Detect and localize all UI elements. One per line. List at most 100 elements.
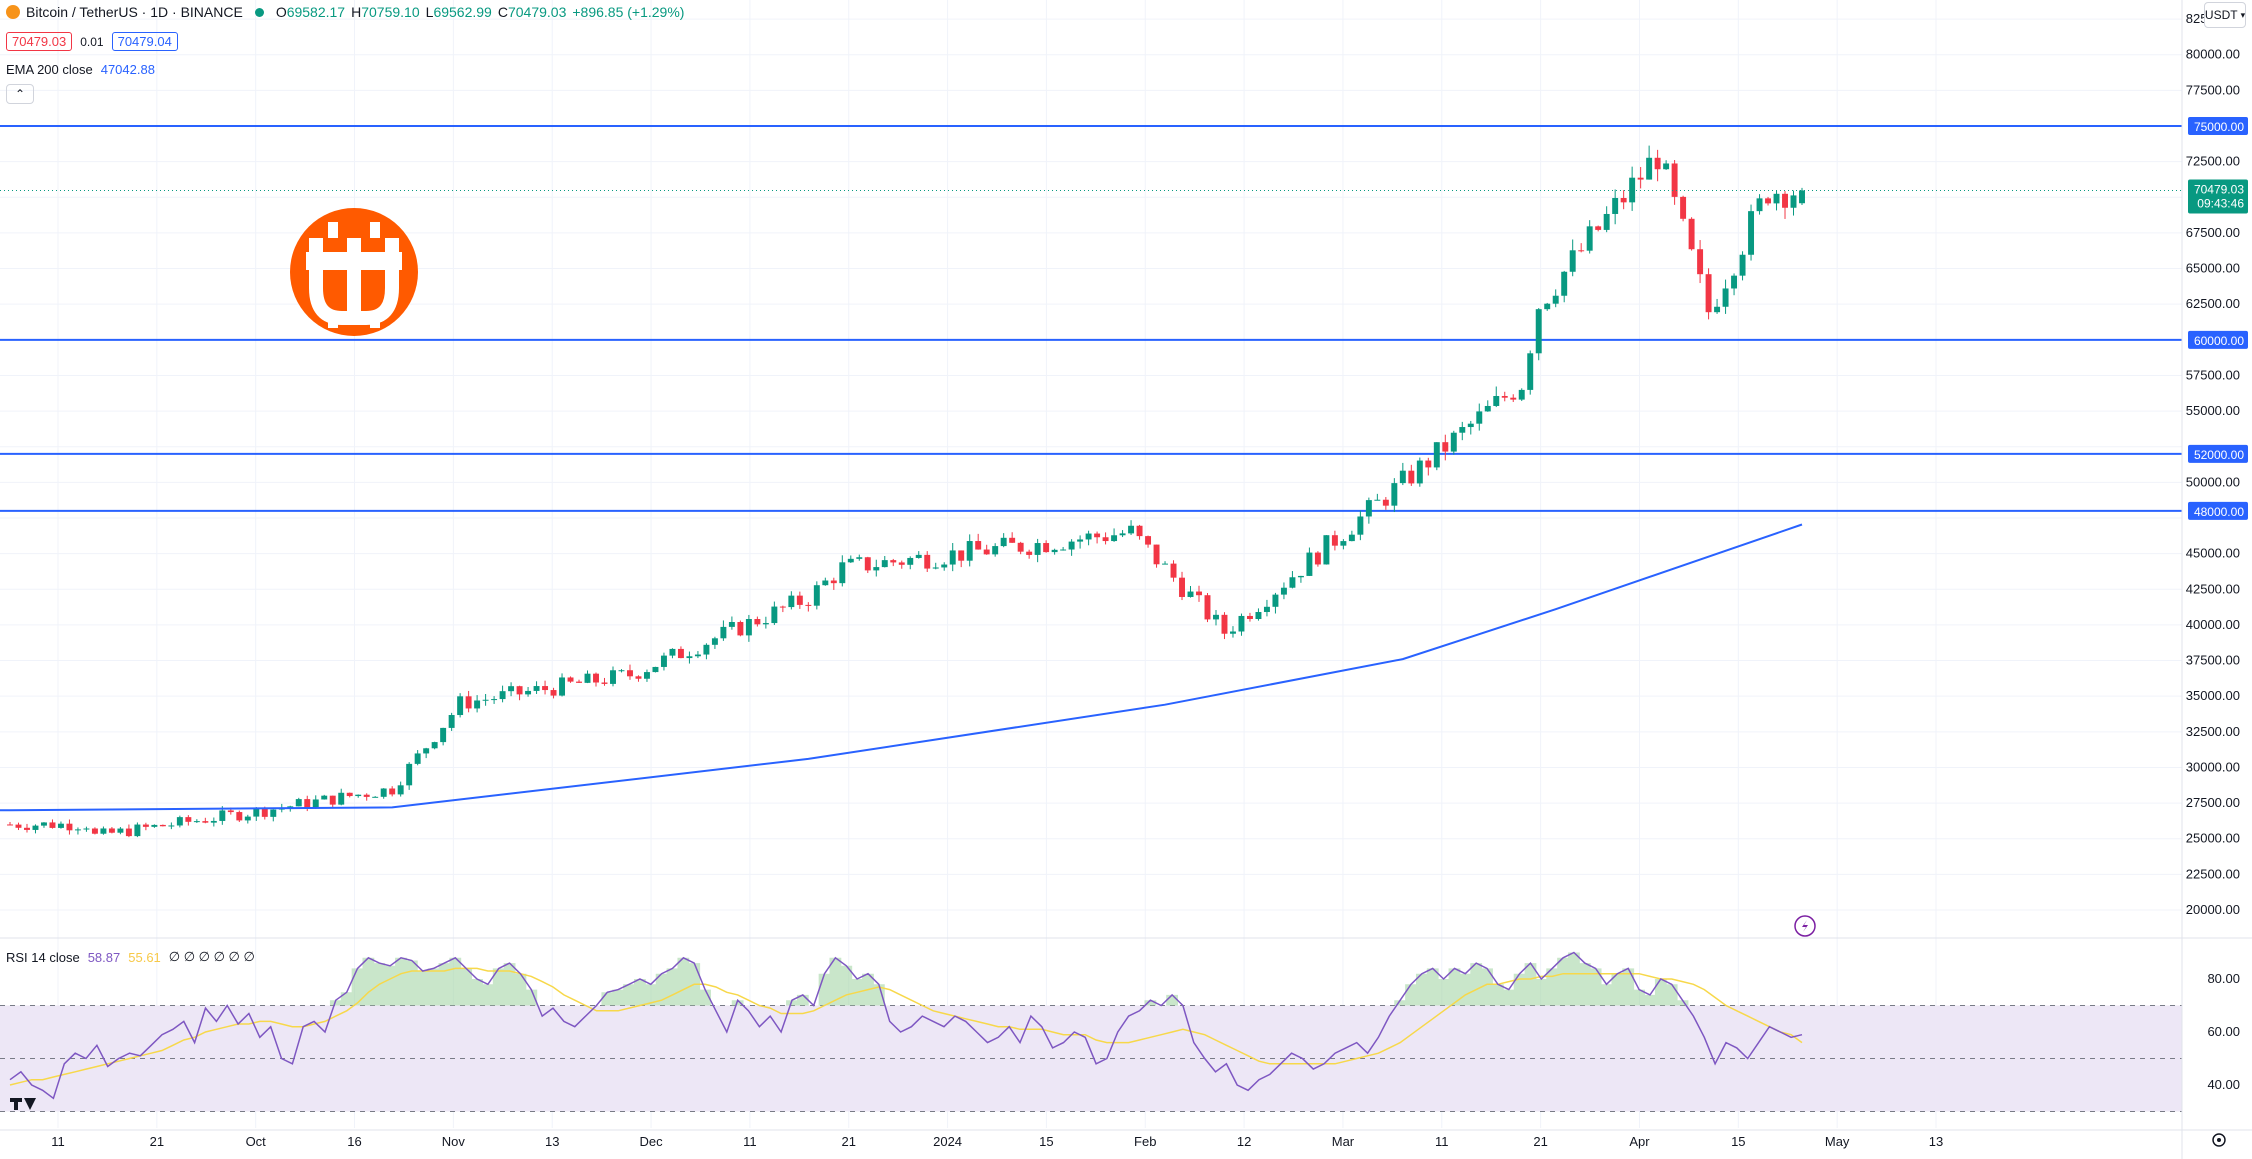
time-tick-label: Mar [1332,1134,1355,1149]
candle-body [1221,614,1228,634]
price-tick-label: 35000.00 [2186,688,2240,703]
candle-body [720,626,727,639]
candle-body [457,696,464,716]
candle-body [949,550,956,565]
candle-body [397,785,404,795]
candle-body [1578,250,1585,252]
candle-body [355,794,362,797]
candle-body [1374,499,1381,501]
price-tick-label: 25000.00 [2186,831,2240,846]
candle-body [508,686,515,692]
candle-body [1782,193,1788,208]
candle-body [1620,197,1627,203]
chevron-up-icon: ⌃ [14,87,26,101]
ohlc-change: +896.85 (+1.29%) [572,4,685,20]
candle-body [193,821,200,823]
candle-body [1697,249,1704,275]
candle-body [261,808,268,817]
candle-body [24,827,30,830]
candle-body [1348,534,1355,542]
candle-body [728,622,735,627]
candle-body [1731,275,1738,289]
gear-icon[interactable] [2212,1133,2226,1147]
level-label: 52000.00 [2194,448,2244,462]
candle-body [482,699,489,701]
candle-body [669,648,676,656]
currency-label: USDT [2204,8,2238,22]
candle-body [491,699,498,701]
candle-body [745,619,752,636]
candle-body [1510,397,1517,400]
candle-body [1663,163,1670,170]
candle-body [1680,196,1687,219]
rsi-overbought-fill [329,952,1689,1006]
candle-body [1739,254,1746,276]
candle-body [15,824,22,828]
price-tick-label: 37500.00 [2186,653,2240,668]
ema-200-line[interactable] [0,523,1803,812]
candle-body [49,822,56,828]
candle-body [601,682,608,684]
candle-body [1102,537,1109,542]
candle-body [1552,295,1559,304]
candle-body [1535,309,1542,354]
candle-body [210,820,217,823]
time-tick-label: 16 [347,1134,361,1149]
candle-body [270,809,277,817]
candle-body [1213,614,1219,620]
candle-body [151,824,158,827]
candle-body [100,828,107,834]
candle-body [550,690,557,696]
lightning-icon[interactable] [1794,915,1816,937]
candle-body [1654,157,1661,170]
candle-body [91,828,98,834]
ema-legend[interactable]: EMA 200 close 47042.88 [6,62,155,77]
time-tick-label: Apr [1629,1134,1650,1149]
candle-body [1416,460,1423,484]
horizontal-levels[interactable]: 75000.00 60000.00 52000.00 48000.00 [0,117,2248,520]
candle-body [389,788,396,795]
candle-body [839,562,846,584]
grid [0,0,2182,1128]
price-tick-label: 27500.00 [2186,795,2240,810]
sell-button[interactable]: 70479.03 [6,32,73,51]
rsi-legend[interactable]: RSI 14 close 58.87 55.61 ∅ ∅ ∅ ∅ ∅ ∅ [6,949,255,965]
candle-body [1586,226,1593,251]
candle-body [1765,198,1772,204]
ohlc-close: 70479.03 [507,4,567,20]
candle-body [1289,577,1296,588]
candle-body [1017,542,1024,552]
candle-body [499,691,506,700]
candle-body [618,670,625,672]
symbol-title[interactable]: Bitcoin / TetherUS · 1D · BINANCE [26,4,243,20]
candle-body [244,816,251,821]
candle-body [1408,470,1415,484]
candle-body [346,792,353,797]
candle-body [1162,563,1169,565]
price-tick-label: 72500.00 [2186,154,2240,169]
candle-body [448,715,455,728]
candle-body [898,562,905,565]
candle-body [873,567,880,571]
currency-selector[interactable]: USDT ▾ [2204,2,2246,28]
price-tick-label: 57500.00 [2186,367,2240,382]
buy-button[interactable]: 70479.04 [111,32,178,51]
candle-body [1331,535,1338,546]
candle-body [856,557,863,559]
candle-body [1280,587,1287,595]
price-tick-label: 50000.00 [2186,474,2240,489]
ohlc-open: 69582.17 [286,4,346,20]
candle-body [1569,250,1576,272]
candle-body [440,727,447,743]
level-label: 75000.00 [2194,120,2244,134]
candle-body [176,817,183,826]
rsi-pane[interactable] [0,951,2182,1112]
candle-body [881,560,888,568]
candle-body [159,824,166,827]
collapse-legend-button[interactable]: ⌃ [6,84,34,104]
candle-body [805,604,812,606]
candle-body [1544,303,1551,310]
price-tick-label: 65000.00 [2186,261,2240,276]
candle-body [321,795,328,800]
